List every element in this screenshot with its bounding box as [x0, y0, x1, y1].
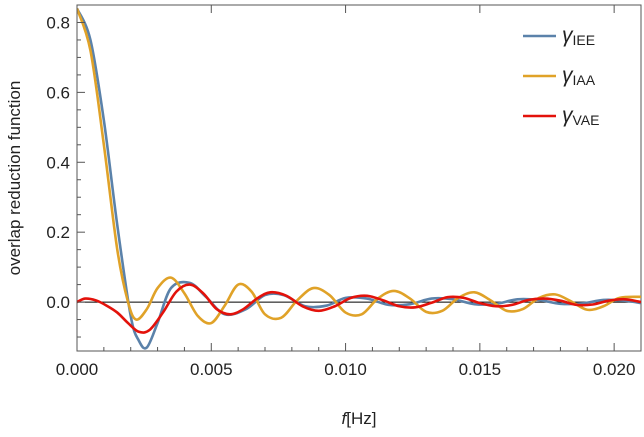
series-group	[77, 7, 641, 350]
y-tick-label: 0.8	[46, 13, 70, 32]
x-tick-label: 0.010	[324, 360, 367, 379]
series-line-iaa	[77, 8, 641, 325]
legend: γIEE γIAA γVAE	[523, 24, 599, 128]
y-tick-label: 0.0	[46, 293, 70, 312]
x-axis-label: f[Hz]	[342, 409, 377, 428]
x-axis-label-variable: f	[342, 409, 349, 428]
plot-frame	[76, 4, 642, 352]
ticks-group: 0.000 0.005 0.010 0.015 0.020 0.0 0.2 0.4 0.6 0.8	[46, 5, 635, 379]
x-tick-label: 0.000	[56, 360, 99, 379]
x-tick-label: 0.015	[459, 360, 502, 379]
series-line-vae	[77, 283, 641, 334]
x-tick-label: 0.020	[593, 360, 636, 379]
legend-label-vae: γVAE	[562, 104, 599, 128]
x-axis-label-unit: [Hz]	[346, 409, 376, 428]
legend-label-iaa: γIAA	[562, 64, 596, 88]
legend-label-iee: γIEE	[562, 24, 595, 48]
y-tick-label: 0.2	[46, 223, 70, 242]
y-tick-label: 0.6	[46, 83, 70, 102]
y-tick-label: 0.4	[46, 153, 70, 172]
x-tick-label: 0.005	[190, 360, 233, 379]
y-axis-label: overlap reduction function	[5, 81, 24, 276]
